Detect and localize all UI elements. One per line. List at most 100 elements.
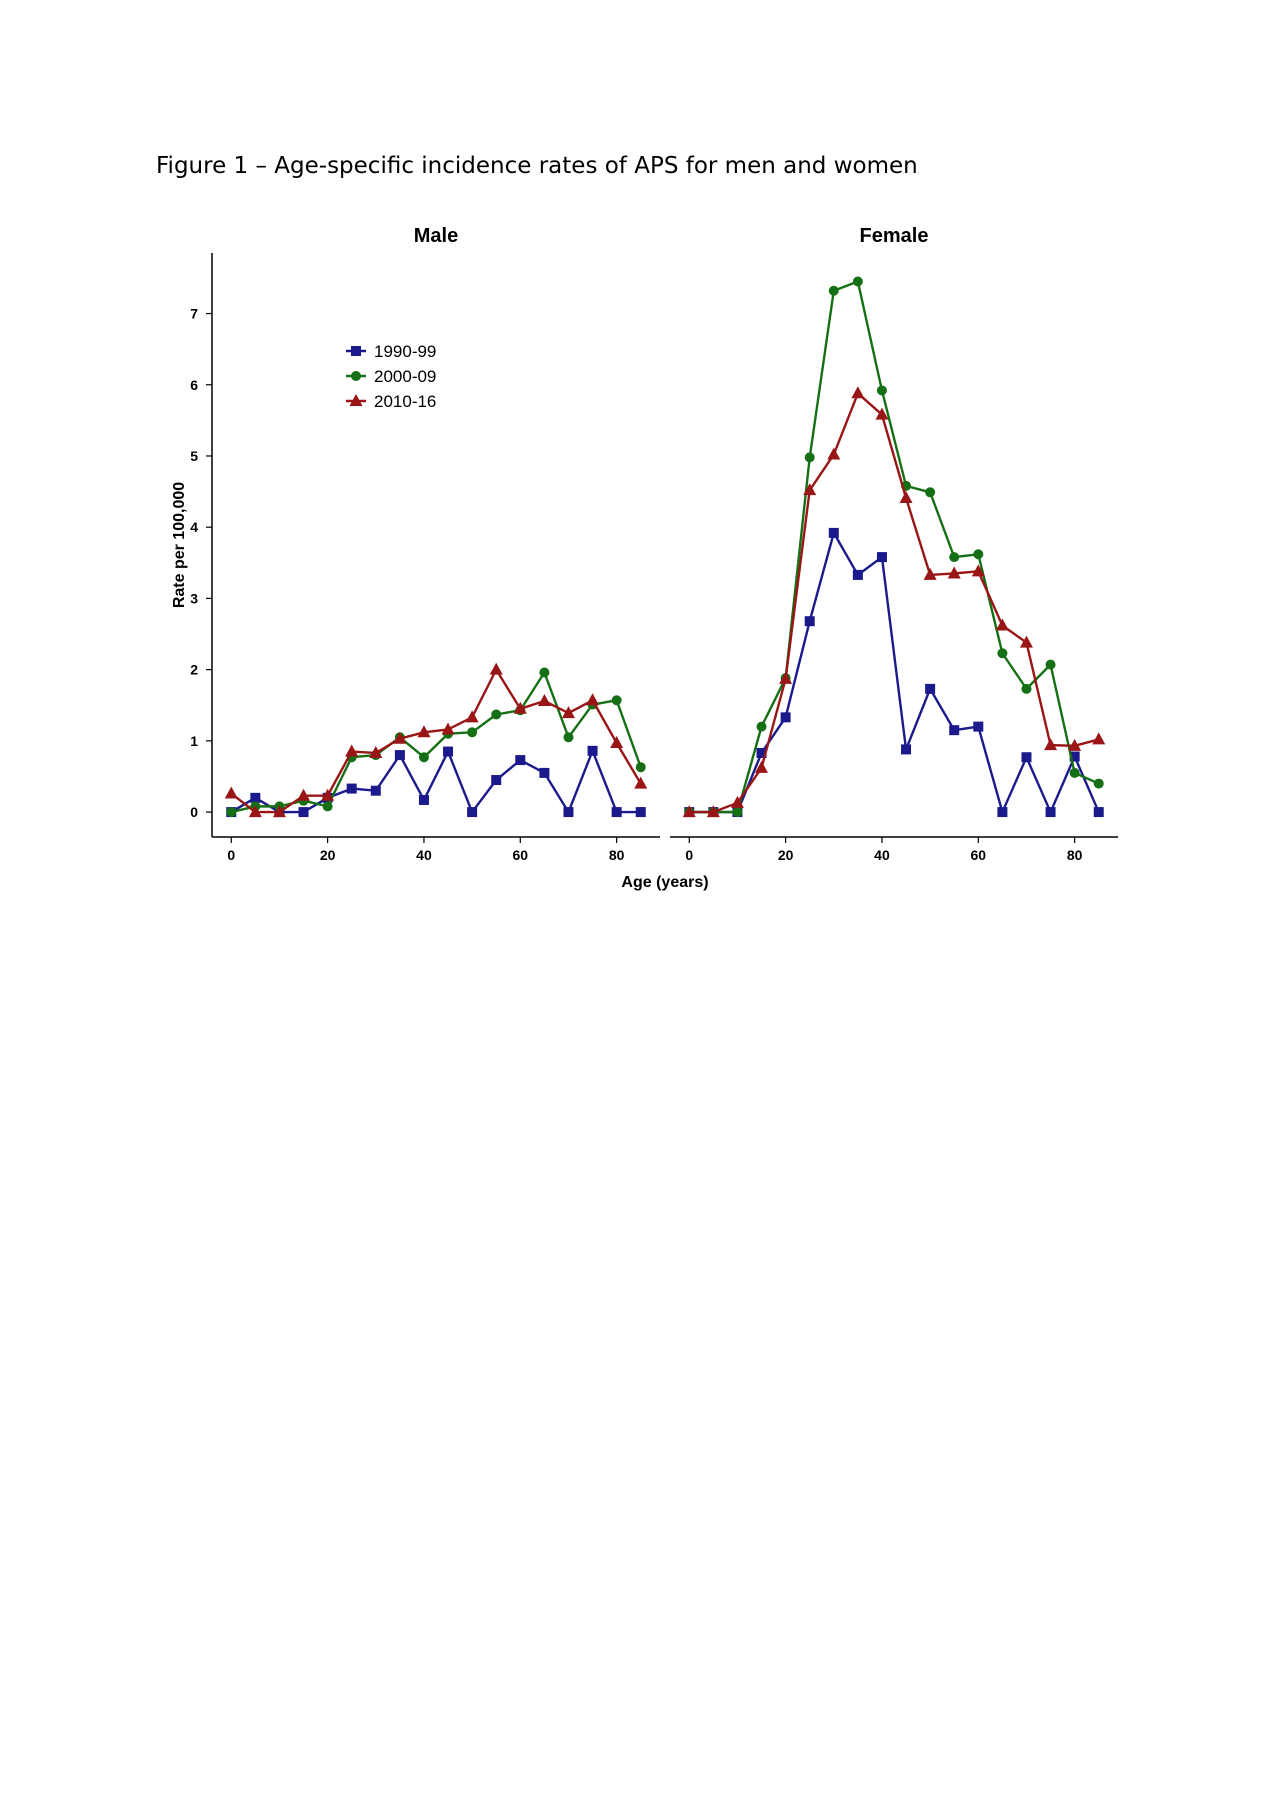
female-point-201016 — [1068, 738, 1082, 751]
male-point-199099 — [467, 807, 478, 818]
y-tick-label: 4 — [190, 519, 198, 535]
female-point-201016 — [730, 795, 744, 808]
male-point-200009 — [322, 801, 333, 812]
female-point-201016 — [971, 564, 985, 577]
female-point-200009 — [876, 385, 887, 396]
female-point-199099 — [901, 744, 912, 755]
female-point-201016 — [827, 447, 841, 460]
female-x-tick-label: 60 — [971, 847, 987, 863]
legend-marker-200009 — [351, 371, 361, 381]
male-x-tick-label: 0 — [227, 847, 235, 863]
male-point-199099 — [635, 807, 646, 818]
female-x-tick-label: 80 — [1067, 847, 1083, 863]
female-series-line-199099 — [689, 531, 1100, 814]
legend-marker-199099 — [351, 346, 361, 356]
male-point-199099 — [394, 750, 405, 761]
female-point-199099 — [852, 569, 863, 580]
male-point-201016 — [537, 693, 551, 706]
male-point-199099 — [346, 783, 357, 794]
female-x-tick-label: 40 — [874, 847, 890, 863]
legend-label-201016: 2010-16 — [374, 392, 436, 411]
female-point-200009 — [973, 549, 984, 560]
male-point-200009 — [418, 752, 429, 763]
male-point-200009 — [611, 695, 622, 706]
female-point-201016 — [706, 805, 720, 818]
female-point-199099 — [949, 725, 960, 736]
female-panel-title: Female — [860, 225, 929, 247]
female-point-200009 — [1069, 767, 1080, 778]
female-point-199099 — [804, 616, 815, 627]
male-x-tick-label: 60 — [513, 847, 529, 863]
female-x-tick-label: 0 — [685, 847, 693, 863]
female-point-199099 — [876, 552, 887, 563]
male-point-200009 — [563, 732, 574, 743]
male-point-201016 — [393, 731, 407, 744]
male-point-199099 — [563, 807, 574, 818]
female-series-line-200009 — [689, 280, 1100, 814]
male-series-line-200009 — [230, 671, 642, 814]
female-point-200009 — [732, 807, 743, 818]
legend-label-199099: 1990-99 — [374, 342, 436, 361]
male-point-200009 — [467, 727, 478, 738]
female-point-200009 — [1093, 778, 1104, 789]
figure-title: Figure 1 – Age-specific incidence rates … — [156, 153, 918, 179]
female-point-201016 — [875, 407, 889, 420]
male-point-199099 — [515, 755, 526, 766]
male-point-201016 — [465, 710, 479, 723]
male-series-line-201016 — [230, 668, 642, 814]
y-tick-label: 3 — [190, 590, 198, 606]
female-point-201016 — [899, 490, 913, 503]
y-axis-title: Rate per 100,000 — [171, 482, 188, 608]
male-point-201016 — [297, 788, 311, 801]
female-point-201016 — [851, 386, 865, 399]
y-tick-label: 5 — [190, 448, 198, 464]
female-point-201016 — [947, 566, 961, 579]
male-point-201016 — [248, 805, 262, 818]
male-x-tick-label: 20 — [320, 847, 336, 863]
y-tick-label: 0 — [190, 804, 198, 820]
female-point-199099 — [997, 807, 1008, 818]
y-tick-label: 7 — [190, 306, 198, 322]
female-point-199099 — [828, 527, 839, 538]
female-point-200009 — [1021, 683, 1032, 694]
male-point-201016 — [272, 805, 286, 818]
female-point-200009 — [925, 487, 936, 498]
female-point-199099 — [973, 721, 984, 732]
male-point-199099 — [539, 767, 550, 778]
male-point-201016 — [634, 776, 648, 789]
male-point-201016 — [321, 788, 335, 801]
female-point-199099 — [756, 747, 767, 758]
male-point-199099 — [443, 746, 454, 757]
x-axis-title: Age (years) — [621, 874, 708, 891]
female-point-200009 — [852, 276, 863, 287]
female-point-200009 — [1045, 659, 1056, 670]
female-point-199099 — [1045, 807, 1056, 818]
male-point-199099 — [250, 792, 261, 803]
female-series-line-201016 — [689, 392, 1100, 814]
female-point-200009 — [804, 452, 815, 463]
legend-marker-201016 — [349, 394, 363, 406]
male-point-200009 — [635, 762, 646, 773]
male-point-201016 — [489, 662, 503, 675]
female-point-199099 — [1021, 752, 1032, 763]
male-point-199099 — [587, 745, 598, 756]
female-point-200009 — [997, 648, 1008, 659]
female-point-201016 — [803, 483, 817, 496]
legend-label-200009: 2000-09 — [374, 367, 436, 386]
female-point-201016 — [1019, 635, 1033, 648]
male-point-200009 — [491, 709, 502, 720]
male-point-201016 — [610, 735, 624, 748]
male-point-200009 — [226, 807, 237, 818]
female-point-200009 — [949, 552, 960, 563]
male-point-201016 — [441, 722, 455, 735]
female-point-201016 — [995, 618, 1009, 631]
male-x-tick-label: 40 — [416, 847, 432, 863]
male-point-199099 — [418, 794, 429, 805]
female-point-199099 — [1093, 807, 1104, 818]
female-point-201016 — [682, 805, 696, 818]
male-point-201016 — [561, 706, 575, 719]
female-point-200009 — [828, 285, 839, 296]
male-point-201016 — [345, 744, 359, 757]
male-point-199099 — [298, 807, 309, 818]
